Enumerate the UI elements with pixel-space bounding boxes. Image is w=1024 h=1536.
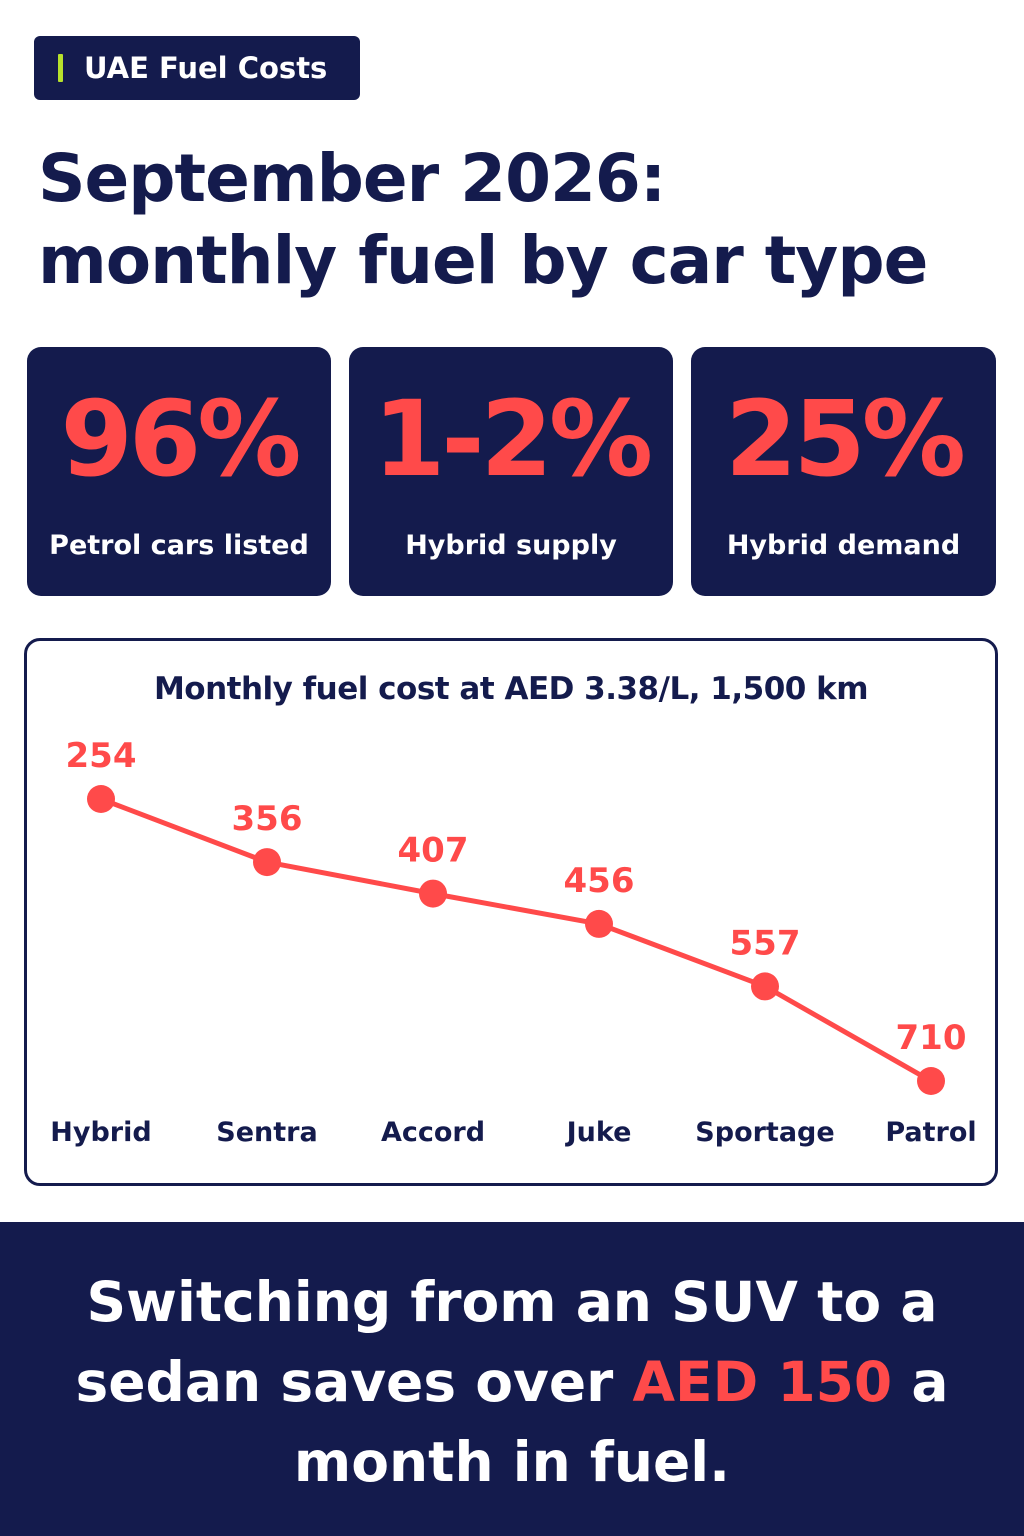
stat-value: 1-2% xyxy=(372,378,653,500)
headline: September 2026: monthly fuel by car type xyxy=(38,138,1008,302)
data-label-sentra: 356 xyxy=(232,799,303,839)
data-point-patrol xyxy=(917,1067,945,1095)
footer-text-before: Switching from an SUV to a sedan saves o… xyxy=(75,1270,938,1414)
data-label-sportage: 557 xyxy=(730,923,801,963)
chart-title: Monthly fuel cost at AED 3.38/L, 1,500 k… xyxy=(153,671,869,707)
tag-label: UAE Fuel Costs xyxy=(84,51,328,85)
footer-text-after: a month in fuel. xyxy=(293,1350,949,1494)
stat-card-petrol: 96% Petrol cars listed xyxy=(27,347,331,596)
data-point-accord xyxy=(419,879,447,908)
headline-line-1: September 2026: xyxy=(38,140,666,217)
category-tag: UAE Fuel Costs xyxy=(34,36,360,100)
data-label-hybrid: 254 xyxy=(66,736,137,776)
data-label-patrol: 710 xyxy=(896,1018,967,1058)
stat-label: Hybrid demand xyxy=(726,530,961,561)
x-tick-label-juke: Juke xyxy=(565,1117,632,1148)
x-tick-label-patrol: Patrol xyxy=(885,1117,976,1148)
x-tick-label-hybrid: Hybrid xyxy=(50,1117,151,1148)
line-chart: 254 Hybrid 356 Sentra 407 Accord 456 Juke 557 Spo… xyxy=(50,736,976,1148)
chart-card: Monthly fuel cost at AED 3.38/L, 1,500 k… xyxy=(24,638,998,1186)
data-point-juke xyxy=(585,909,613,938)
data-label-juke: 456 xyxy=(564,861,635,901)
x-tick-label-sportage: Sportage xyxy=(695,1117,834,1148)
headline-line-2: monthly fuel by car type xyxy=(38,222,928,299)
data-point-sentra xyxy=(253,848,281,877)
footer-message: Switching from an SUV to a sedan saves o… xyxy=(0,1262,1024,1502)
data-point-hybrid xyxy=(87,785,115,813)
stat-card-hybrid-demand: 25% Hybrid demand xyxy=(691,347,996,596)
x-tick-label-accord: Accord xyxy=(381,1117,485,1148)
data-label-accord: 407 xyxy=(398,831,469,871)
stat-label: Hybrid supply xyxy=(405,530,617,561)
footer-banner: Switching from an SUV to a sedan saves o… xyxy=(0,1222,1024,1536)
stat-value: 96% xyxy=(60,378,302,500)
stat-value: 25% xyxy=(725,378,966,500)
x-tick-label-sentra: Sentra xyxy=(216,1117,317,1148)
stat-card-hybrid-supply: 1-2% Hybrid supply xyxy=(349,347,673,596)
tag-accent-bar xyxy=(58,54,63,82)
series-line xyxy=(100,796,933,1084)
footer-highlight: AED 150 xyxy=(632,1350,893,1414)
data-point-sportage xyxy=(751,972,779,1001)
stat-label: Petrol cars listed xyxy=(49,530,309,561)
